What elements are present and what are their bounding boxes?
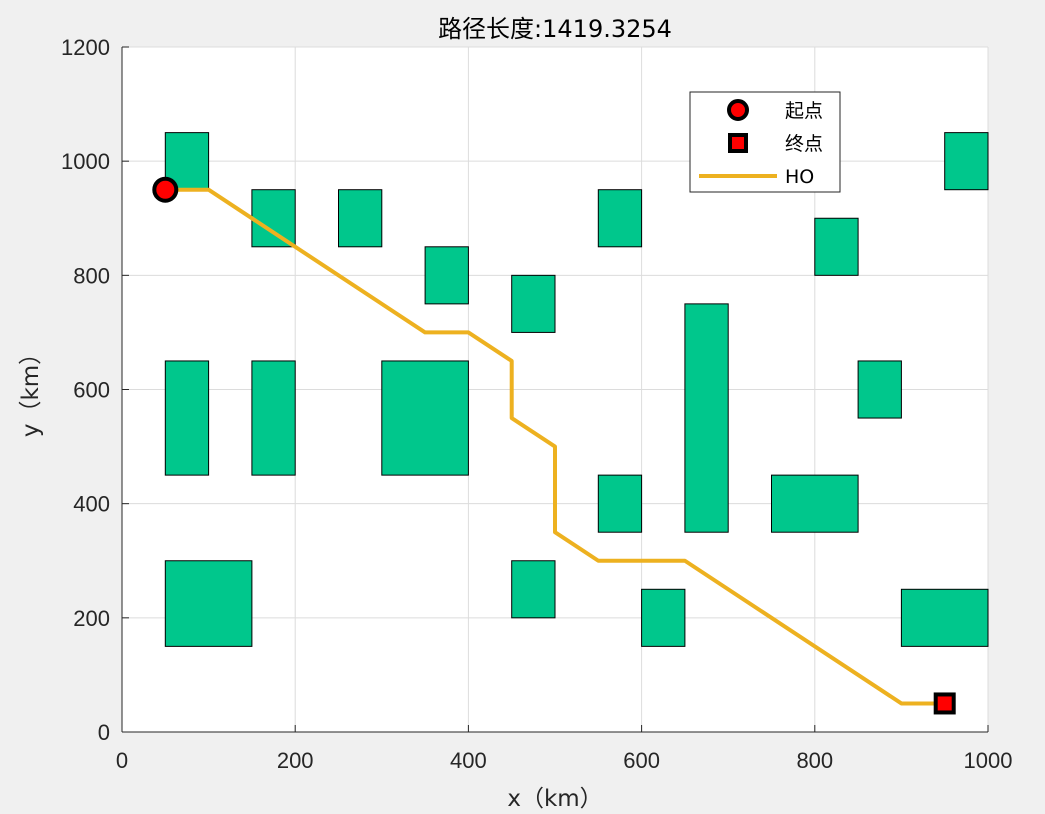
obstacle-rect: [597, 189, 643, 248]
obstacle-rect: [814, 217, 859, 276]
x-axis-label: x（km）: [507, 786, 602, 812]
obstacle-rect: [164, 360, 210, 476]
y-tick-label: 1000: [61, 149, 110, 174]
end-marker: [933, 692, 956, 715]
y-tick-label: 1200: [61, 35, 110, 60]
y-axis-label: y（km）: [18, 342, 44, 437]
legend-end-label: 终点: [785, 133, 823, 155]
obstacle-rect: [511, 560, 556, 619]
obstacle-rect: [944, 132, 989, 191]
obstacle-rect: [338, 189, 383, 248]
markers-layer: [152, 176, 956, 715]
obstacle-rect: [684, 303, 729, 533]
obstacle-rect: [424, 246, 469, 305]
y-tick-label: 200: [73, 606, 110, 631]
path-line-ho: [163, 187, 947, 706]
obstacle-rect: [900, 588, 989, 647]
legend-start-marker: [727, 99, 749, 121]
obstacle-rect: [641, 588, 686, 647]
x-tick-label: 400: [450, 748, 487, 773]
y-tick-label: 600: [73, 378, 110, 403]
obstacle-rect: [381, 360, 469, 476]
obstacle-rect: [164, 560, 253, 647]
path-layer: [163, 187, 947, 706]
x-tick-label: 600: [623, 748, 660, 773]
obstacle-rect: [251, 360, 296, 476]
obstacle-rect: [771, 474, 859, 533]
chart-title: 路径长度:1419.3254: [438, 15, 672, 43]
obstacle-rect: [597, 474, 643, 533]
legend-end-marker: [728, 133, 748, 153]
start-marker: [152, 176, 179, 203]
axes-frame: [121, 46, 989, 733]
obstacle-rect: [511, 274, 556, 333]
x-tick-label: 0: [116, 748, 128, 773]
legend-start-label: 起点: [785, 100, 823, 122]
x-tick-label: 800: [796, 748, 833, 773]
legend-path-label: HO: [785, 166, 814, 188]
y-tick-label: 800: [73, 263, 110, 288]
obstacles-layer: [164, 132, 989, 647]
x-tick-label: 200: [277, 748, 314, 773]
x-tick-label: 1000: [964, 748, 1013, 773]
legend: 起点 终点 HO: [689, 91, 841, 193]
tick-labels: 0 200 400 600 800 1000 0 200 400 600 800 1000 1200: [61, 35, 1012, 773]
obstacle-rect: [251, 189, 296, 248]
obstacle-rect: [857, 360, 902, 419]
y-tick-label: 400: [73, 492, 110, 517]
y-tick-label: 0: [98, 720, 110, 745]
